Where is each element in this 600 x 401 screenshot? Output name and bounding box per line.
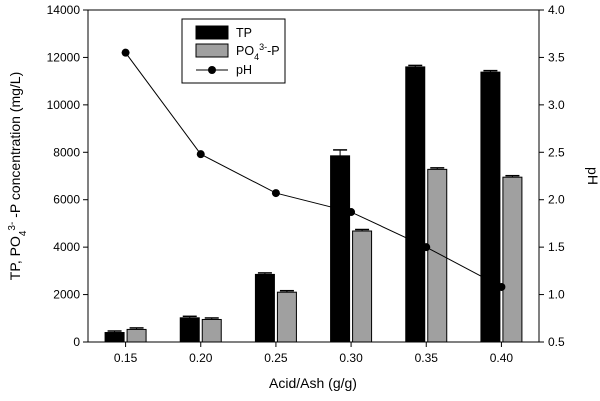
y-right-tick-label: 2.5 [548,145,565,159]
legend: TP PO43--P pH [181,18,286,84]
legend-label-tp: TP [236,26,252,40]
y-left-tick-label: 0 [73,335,80,349]
ph-point-3 [347,208,356,217]
x-tick-label: 0.25 [264,351,288,365]
bar-po4-2 [276,291,297,343]
ph-point-0 [121,48,130,57]
y-left-tick-label: 14000 [47,3,81,17]
ph-point-2 [271,189,280,198]
ph-line-path [125,52,502,288]
bar-po4-0 [126,328,147,343]
y-left-tick-label: 4000 [53,240,80,254]
bar-tp-0 [104,332,125,343]
legend-label-po4: PO43--P [236,42,280,62]
y-axis-left-title: TP, PO43- -P concentration (mg/L) [7,72,29,280]
bar-tp-5 [480,71,501,343]
ph-point-4 [422,243,431,252]
x-tick-label: 0.30 [339,351,363,365]
bar-po4-1 [201,318,222,343]
y-right-tick-label: 1.0 [548,288,565,302]
y-right-tick-label: 3.0 [548,98,565,112]
y-axis-right-title: pH [585,167,600,185]
bar-po4-3 [352,230,373,343]
bar-po4-5 [502,176,523,343]
y-right-tick-label: 0.5 [548,335,565,349]
y-right-tick-label: 1.5 [548,240,565,254]
bar-tp-4 [405,66,426,343]
bar-po4-4 [427,168,448,343]
y-left-tick-label: 2000 [53,288,80,302]
y-left-tick-label: 12000 [47,50,81,64]
legend-label-ph: pH [236,63,252,77]
bar-tp-2 [254,273,275,343]
x-axis-ticks: 0.15 0.20 0.25 0.30 0.35 0.40 [114,342,514,365]
y-right-tick-label: 2.0 [548,193,565,207]
ph-point-1 [196,150,205,159]
y-axis-left-ticks: 0 2000 4000 6000 8000 10000 12000 14000 [47,3,88,349]
error-bars [107,64,520,333]
bar-tp-1 [179,317,200,343]
plot-frame [87,9,540,343]
bar-tp-3 [330,155,351,343]
bars [104,66,523,343]
y-axis-right-ticks: 0.5 1.0 1.5 2.0 2.5 3.0 3.5 4.0 [539,3,565,349]
legend-marker-ph [208,66,216,74]
x-tick-label: 0.35 [415,351,439,365]
x-tick-label: 0.15 [114,351,138,365]
x-axis-title: Acid/Ash (g/g) [269,375,357,391]
x-tick-label: 0.20 [189,351,213,365]
legend-swatch-po4 [195,43,229,58]
y-left-tick-label: 6000 [53,193,80,207]
x-tick-label: 0.40 [490,351,514,365]
ph-line [121,48,506,291]
y-left-tick-label: 10000 [47,98,81,112]
legend-swatch-tp [195,25,229,40]
y-right-tick-label: 4.0 [548,3,565,17]
ph-point-5 [497,282,506,291]
y-right-tick-label: 3.5 [548,50,565,64]
y-left-tick-label: 8000 [53,145,80,159]
